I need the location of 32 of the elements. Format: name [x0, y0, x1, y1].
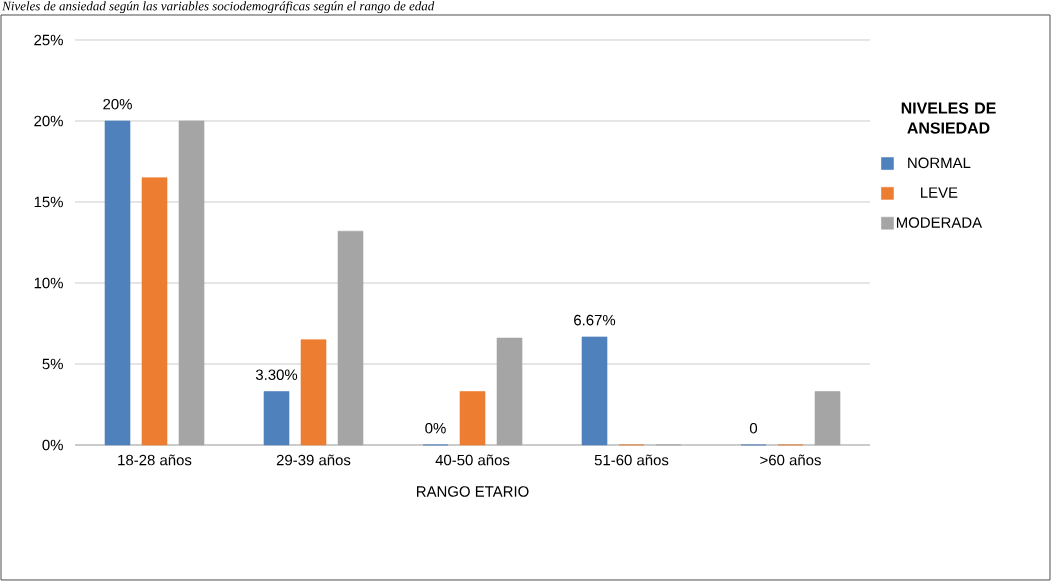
- x-tick-label: 18-28 años: [118, 454, 192, 466]
- y-tick-label: 10%: [34, 277, 63, 289]
- bar: [459, 391, 486, 446]
- x-tick-label: 40-50 años: [435, 454, 510, 466]
- bar: [104, 120, 131, 446]
- legend-label: LEVE: [921, 187, 958, 198]
- legend-label: MODERADA: [896, 217, 983, 228]
- x-axis-title: RANGO ETARIO: [416, 486, 529, 497]
- bar: [337, 230, 364, 446]
- bar: [263, 391, 290, 446]
- y-tick-label: 5%: [42, 358, 63, 370]
- x-tick-label: 29-39 años: [276, 454, 351, 466]
- x-tick-label: >60 años: [760, 454, 821, 466]
- data-label: 0%: [425, 422, 446, 434]
- x-tick-label: 51-60 años: [594, 454, 669, 466]
- chart-title: Niveles de ansiedad según las variables sociodemográficas según el rango de edad: [2, 1, 435, 14]
- bar: [581, 336, 608, 446]
- data-label: 3.30%: [255, 369, 298, 380]
- bar: [178, 120, 205, 446]
- bar: [300, 339, 327, 446]
- y-tick-label: 25%: [34, 34, 63, 46]
- y-tick-label: 20%: [34, 115, 63, 127]
- y-tick-label: 0%: [42, 439, 63, 451]
- data-label: 6.67%: [574, 314, 616, 326]
- bar: [496, 337, 523, 446]
- data-label: 20%: [103, 98, 132, 110]
- legend-title: NIVELES DE ANSIEDAD: [901, 102, 996, 134]
- bar: [814, 391, 841, 446]
- y-tick-label: 15%: [34, 196, 63, 208]
- legend-label: NORMAL: [908, 157, 971, 169]
- data-label: 0: [749, 422, 758, 434]
- bar: [141, 177, 168, 446]
